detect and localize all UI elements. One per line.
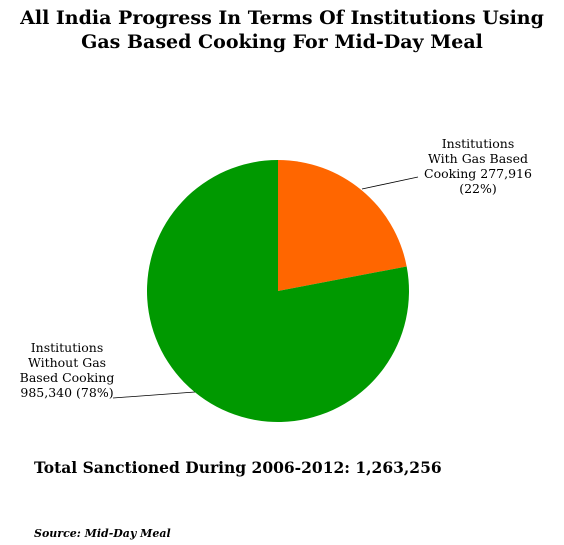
slice-label-1-line-1: Without Gas: [28, 355, 106, 370]
source-note: Source: Mid-Day Meal: [34, 527, 171, 540]
pie-slices: [146, 160, 409, 422]
pie-slice-gas-based: [278, 160, 407, 291]
pie-slice-without-gas: [146, 160, 409, 422]
slice-label-1-line-0: Institutions: [31, 340, 104, 355]
slice-label-0: Institutions With Gas Based Cooking 277,91…: [424, 136, 532, 196]
total-sanctioned: Total Sanctioned During 2006-2012: 1,263…: [34, 458, 442, 477]
slice-label-1-line-3: 985,340 (78%): [20, 385, 113, 400]
leader-line-1: [112, 391, 196, 399]
chart-title-line-2: Gas Based Cooking For Mid-Day Meal: [81, 31, 483, 53]
slice-label-1-line-2: Based Cooking: [20, 370, 115, 385]
pie-leader-lines: [112, 176, 419, 399]
slice-label-0-line-2: Cooking 277,916: [424, 166, 532, 181]
leader-line-0: [361, 176, 419, 190]
slice-label-1: Institutions Without Gas Based Cooking 985,…: [20, 340, 115, 400]
slice-label-0-line-0: Institutions: [442, 136, 515, 151]
chart-title: All India Progress In Terms Of Instituti…: [0, 6, 564, 54]
slice-label-0-line-3: (22%): [459, 181, 497, 196]
chart-title-line-1: All India Progress In Terms Of Instituti…: [20, 7, 544, 29]
pie-labels: Institutions With Gas Based Cooking 277,91…: [20, 136, 532, 400]
slice-label-0-line-1: With Gas Based: [428, 151, 528, 166]
